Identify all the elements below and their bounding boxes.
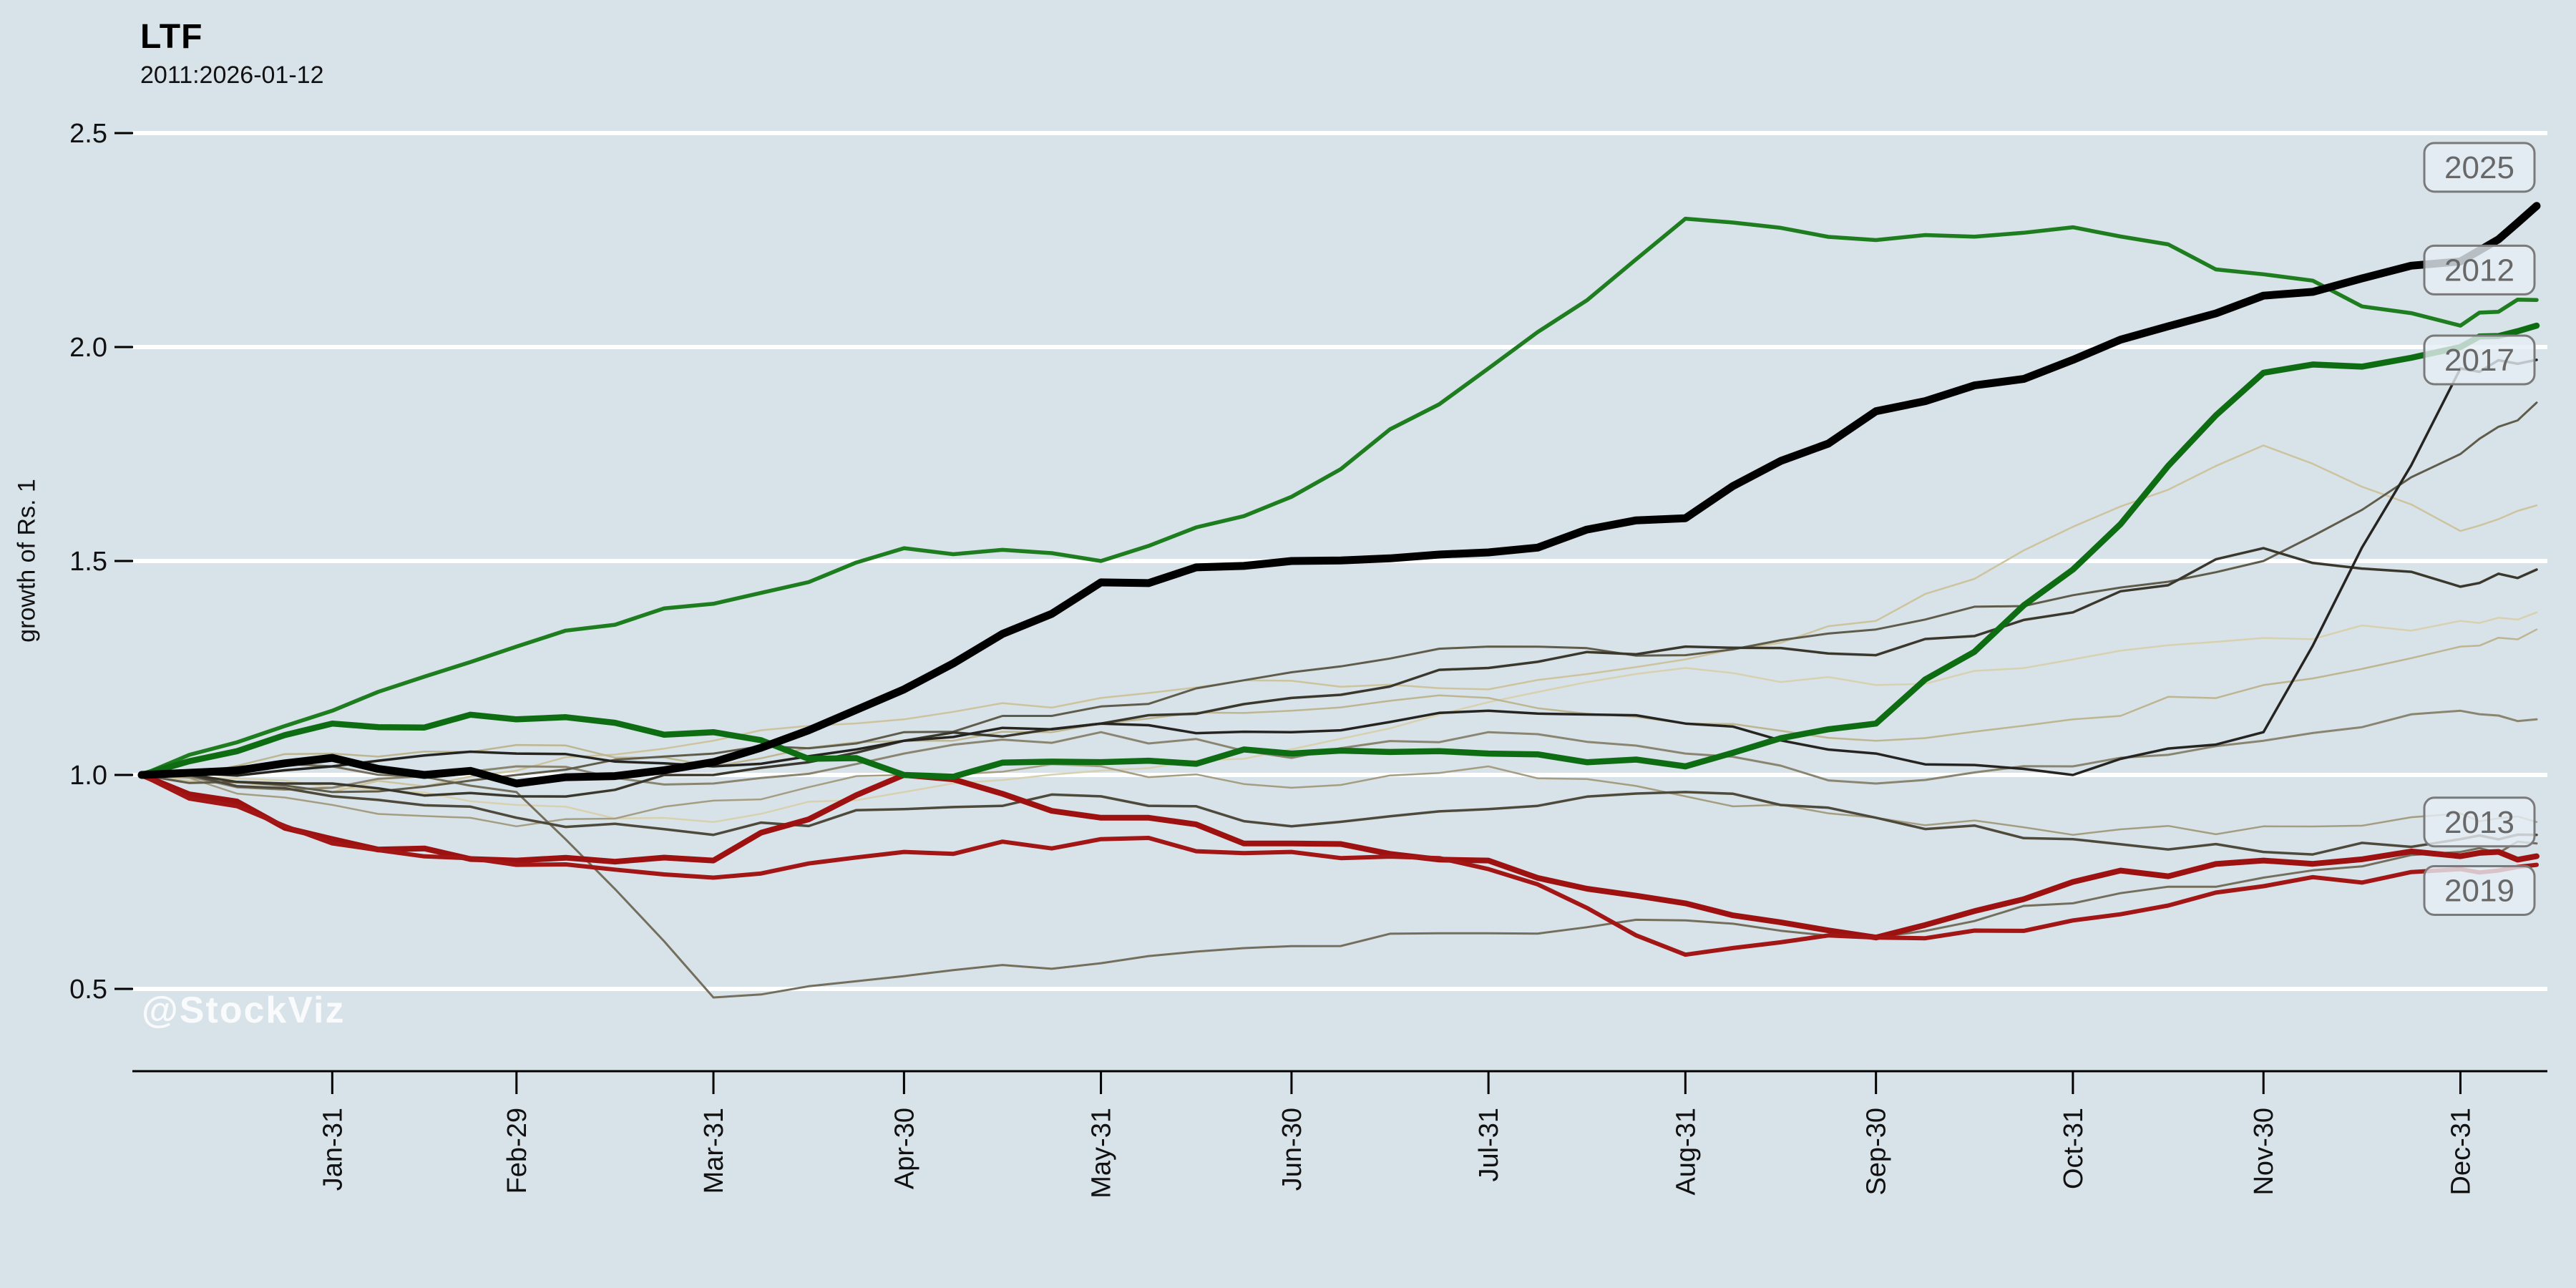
series-line-2011 (140, 611, 2538, 824)
series-line-2017 (138, 322, 2540, 780)
year-label-2017: 2017 (2444, 343, 2514, 378)
x-tick-label: Dec-31 (2446, 1108, 2476, 1196)
year-label-box-2012 (2423, 244, 2536, 296)
series-line-2016 (140, 763, 2538, 836)
y-tick-label: 2.0 (69, 333, 107, 363)
year-label-box-2019 (2423, 864, 2536, 916)
x-tick-label: Aug-31 (1671, 1108, 1701, 1196)
x-tick-label: Apr-30 (889, 1108, 919, 1189)
x-tick-label: May-31 (1087, 1108, 1117, 1199)
y-tick-label: 2.5 (69, 119, 107, 149)
series-line-2022 (140, 774, 2538, 856)
x-tick-label: Mar-31 (699, 1108, 729, 1194)
y-tick-label: 1.0 (69, 761, 107, 791)
x-tick-label: Jul-31 (1474, 1108, 1504, 1182)
x-tick-label: Sep-30 (1862, 1108, 1892, 1196)
series-line-2024 (140, 358, 2538, 777)
x-tick-label: Oct-31 (2059, 1108, 2089, 1189)
year-label-box-2013 (2423, 796, 2536, 848)
series-line-2013 (139, 772, 2540, 941)
series-line-2021 (140, 401, 2538, 794)
series-line-2015 (140, 628, 2538, 776)
year-label-2012: 2012 (2444, 253, 2514, 288)
year-label-box-2017 (2423, 334, 2536, 386)
x-tick-label: Feb-29 (502, 1108, 532, 1194)
y-tick-label: 0.5 (69, 975, 107, 1005)
x-tick-label: Nov-30 (2249, 1108, 2279, 1196)
series-line-2012 (140, 216, 2539, 777)
x-tick-label: Jun-30 (1277, 1108, 1307, 1191)
y-tick-label: 1.5 (69, 547, 107, 577)
year-label-2019: 2019 (2444, 873, 2514, 908)
series-line-2014 (140, 444, 2538, 794)
series-line-2025 (137, 202, 2541, 788)
year-label-box-2025 (2423, 142, 2536, 193)
page-title: LTF (140, 18, 203, 56)
series-line-2019 (140, 773, 2539, 957)
stockviz-watermark: @StockViz (142, 990, 346, 1031)
series-line-2018 (140, 709, 2538, 791)
x-tick-label: Jan-31 (318, 1108, 348, 1191)
series-line-2023 (140, 547, 2538, 798)
year-label-2013: 2013 (2444, 805, 2514, 840)
y-axis-title: growth of Rs. 1 (13, 479, 41, 643)
year-label-2025: 2025 (2444, 150, 2514, 185)
date-range-subtitle: 2011:2026-01-12 (140, 62, 324, 89)
